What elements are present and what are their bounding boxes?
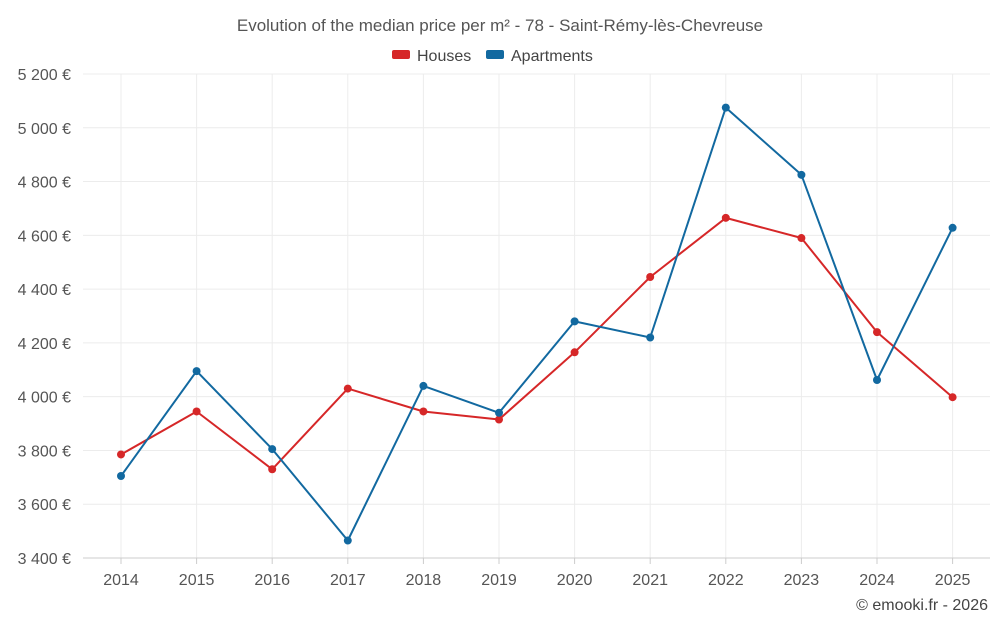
- series-line-apartments: [120, 106, 954, 542]
- data-point-houses-2016[interactable]: [268, 465, 277, 474]
- x-tick-label-2015: 2015: [179, 572, 215, 589]
- data-point-apartments-2022[interactable]: [721, 103, 730, 112]
- credit-text: © emooki.fr - 2026: [856, 597, 988, 614]
- y-axis-ticks: 3 400 € 3 600 € 3 800 € 4 000 € 4 200 € 4 400…: [18, 67, 71, 568]
- series-line-houses: [120, 216, 954, 471]
- x-tick-label-2021: 2021: [632, 572, 668, 589]
- data-point-apartments-2017[interactable]: [343, 536, 352, 545]
- data-point-apartments-2016[interactable]: [268, 445, 277, 454]
- y-tick-label-4800: 4 800 €: [18, 175, 71, 192]
- chart-title: Evolution of the median price per m² - 7…: [237, 16, 763, 35]
- x-tick-label-2019: 2019: [481, 572, 517, 589]
- data-point-houses-2025[interactable]: [948, 393, 957, 402]
- x-axis-ticks: 2014 2015 2016 2017 2018 2019 2020 2021 2022 2023…: [103, 558, 970, 589]
- data-point-apartments-2014[interactable]: [117, 471, 125, 480]
- y-tick-label-4600: 4 600 €: [18, 228, 71, 245]
- legend: Houses Apartments: [392, 48, 593, 65]
- data-point-apartments-2019[interactable]: [495, 408, 503, 417]
- vertical-gridlines: [120, 74, 954, 558]
- x-tick-label-2020: 2020: [557, 572, 593, 589]
- data-point-houses-2022[interactable]: [721, 213, 730, 222]
- x-tick-label-2024: 2024: [859, 572, 895, 589]
- y-tick-label-5000: 5 000 €: [18, 121, 71, 138]
- data-point-houses-2014[interactable]: [117, 450, 125, 459]
- legend-swatch-houses: [392, 50, 410, 59]
- data-point-houses-2018[interactable]: [419, 407, 428, 416]
- data-point-houses-2024[interactable]: [873, 328, 881, 337]
- data-point-houses-2023[interactable]: [797, 234, 806, 243]
- y-tick-label-4000: 4 000 €: [18, 390, 71, 407]
- x-tick-label-2025: 2025: [935, 572, 971, 589]
- data-point-apartments-2018[interactable]: [419, 381, 428, 390]
- data-point-apartments-2021[interactable]: [646, 333, 655, 342]
- data-point-houses-2019[interactable]: [495, 415, 503, 424]
- y-tick-label-3800: 3 800 €: [18, 443, 71, 460]
- x-tick-label-2023: 2023: [784, 572, 820, 589]
- x-tick-label-2018: 2018: [406, 572, 442, 589]
- x-tick-label-2017: 2017: [330, 572, 366, 589]
- data-point-houses-2021[interactable]: [646, 273, 655, 282]
- legend-label-houses: Houses: [417, 48, 471, 65]
- y-tick-label-5200: 5 200 €: [18, 67, 71, 84]
- data-point-apartments-2023[interactable]: [797, 170, 806, 179]
- x-tick-label-2014: 2014: [103, 572, 139, 589]
- y-tick-label-4400: 4 400 €: [18, 282, 71, 299]
- data-point-apartments-2020[interactable]: [570, 317, 579, 326]
- data-point-apartments-2025[interactable]: [948, 223, 957, 232]
- series-layer: [117, 103, 957, 545]
- y-tick-label-3600: 3 600 €: [18, 497, 71, 514]
- x-tick-label-2022: 2022: [708, 572, 744, 589]
- y-tick-label-4200: 4 200 €: [18, 336, 71, 353]
- legend-swatch-apartments: [486, 50, 504, 59]
- data-point-houses-2017[interactable]: [343, 384, 352, 393]
- data-point-houses-2020[interactable]: [570, 348, 579, 357]
- data-point-apartments-2024[interactable]: [873, 375, 881, 384]
- y-tick-label-3400: 3 400 €: [18, 551, 71, 568]
- x-tick-label-2016: 2016: [254, 572, 290, 589]
- data-point-houses-2015[interactable]: [192, 407, 201, 416]
- legend-label-apartments: Apartments: [511, 48, 593, 65]
- data-point-apartments-2015[interactable]: [192, 367, 201, 376]
